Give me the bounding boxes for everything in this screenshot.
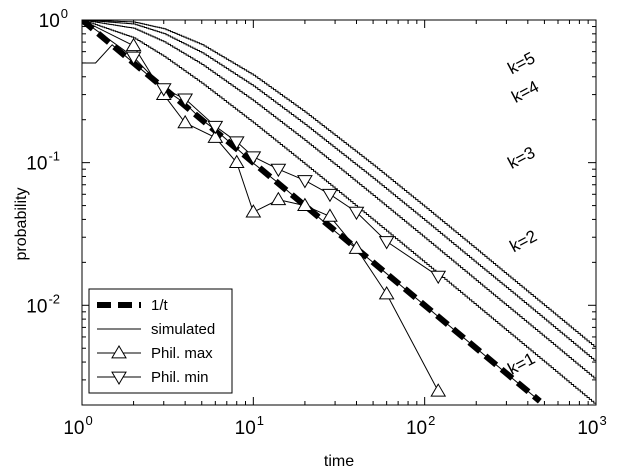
legend-item: Phil. max — [97, 345, 213, 362]
legend-marker — [111, 345, 127, 359]
series-phil-min — [82, 20, 447, 285]
series-line — [82, 20, 596, 405]
data-point — [228, 154, 245, 169]
data-point — [348, 240, 365, 254]
x-tick-label: 102 — [406, 413, 435, 439]
data-point — [245, 204, 262, 218]
data-point — [322, 208, 338, 222]
data-point — [270, 191, 287, 206]
legend-label: Phil. max — [151, 345, 213, 362]
legend-item: Phil. min — [97, 369, 209, 386]
data-point — [430, 383, 447, 397]
data-point — [297, 175, 313, 189]
data-point — [207, 120, 224, 135]
curve-label: k=4 — [508, 77, 542, 107]
series-simulated-k5 — [82, 20, 596, 349]
data-point — [125, 51, 142, 66]
x-tick-label: 103 — [577, 413, 606, 439]
legend-label: 1/t — [151, 297, 169, 314]
legend-item: simulated — [97, 321, 215, 338]
legend-marker — [111, 371, 127, 385]
plot-frame — [81, 19, 597, 406]
y-tick-label: 10-2 — [26, 291, 60, 317]
data-point — [177, 114, 194, 129]
series-line — [82, 20, 596, 349]
data-point — [322, 188, 338, 203]
curve-label: k=3 — [505, 143, 539, 173]
data-point — [430, 270, 447, 285]
data-point — [155, 83, 172, 97]
series-phil-max — [82, 20, 447, 397]
y-tick-label: 10-1 — [26, 149, 60, 175]
y-axis-title: probability — [13, 188, 30, 261]
data-point — [177, 93, 194, 107]
legend-item: 1/t — [97, 297, 169, 314]
y-tick-label: 100 — [39, 6, 68, 32]
data-point — [228, 136, 245, 150]
data-point — [297, 197, 313, 211]
curve-label: k=5 — [505, 48, 539, 78]
data-point — [378, 286, 395, 300]
legend-label: Phil. min — [151, 369, 209, 386]
data-point — [207, 129, 224, 143]
x-tick-label: 101 — [235, 413, 264, 439]
series-line — [82, 20, 596, 363]
legend-box — [88, 288, 233, 394]
x-tick-label: 100 — [63, 413, 92, 439]
data-point — [378, 236, 395, 250]
series-simulated-k3 — [82, 20, 596, 380]
data-point — [125, 37, 142, 52]
series-simulated-k4 — [82, 20, 596, 363]
plot-area — [82, 20, 596, 405]
curve-label: k=2 — [507, 226, 541, 256]
series-line — [82, 20, 596, 380]
data-point — [348, 206, 365, 221]
legend-label: simulated — [151, 321, 215, 338]
data-point — [270, 163, 287, 178]
data-point — [245, 151, 262, 165]
series-simulated-k2 — [82, 20, 596, 405]
x-axis-title: time — [324, 453, 354, 470]
